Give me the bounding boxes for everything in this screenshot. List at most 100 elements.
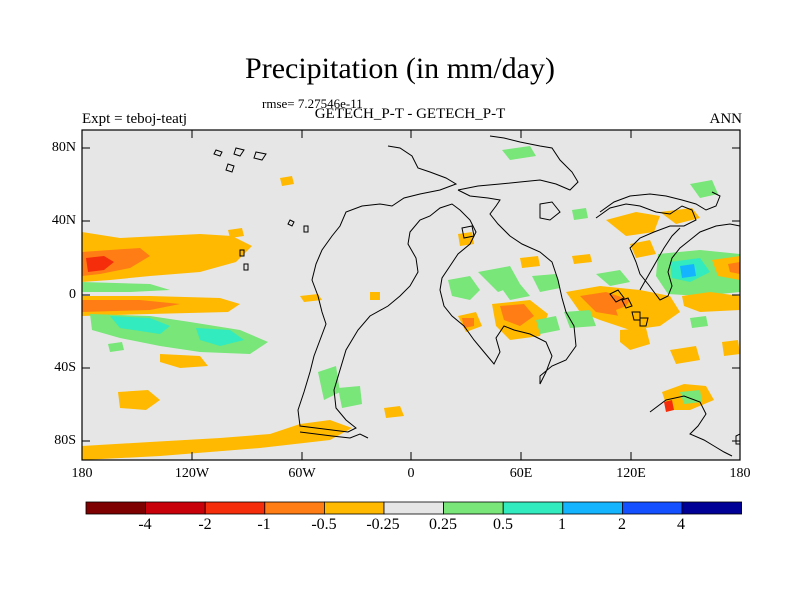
anomaly-region <box>82 232 252 282</box>
colorbar-box <box>204 501 266 515</box>
colorbar-box <box>622 501 683 515</box>
coastline-arctic <box>213 149 223 157</box>
lat-label-80s: 80S <box>54 433 76 448</box>
anomaly-region <box>606 212 660 236</box>
anomaly-region <box>660 208 700 224</box>
coastline-island <box>461 225 475 239</box>
coastline-arctic <box>233 147 245 157</box>
lon-label-180w: 180 <box>71 466 93 481</box>
colorbar-box <box>264 501 325 515</box>
coastline-arctic <box>225 163 235 173</box>
colorbar-box <box>323 501 385 515</box>
colorbar-box <box>443 501 504 515</box>
anomaly-region <box>596 270 630 286</box>
anomaly-region <box>462 318 474 328</box>
experiment-label: Expt = teboj-teatj <box>82 111 188 127</box>
anomaly-region <box>500 304 534 326</box>
colorbar-label: -2 <box>198 516 212 533</box>
lon-label-0: 0 <box>407 466 415 481</box>
anomaly-region <box>572 208 588 220</box>
anomaly-region <box>616 306 632 322</box>
coastline-north <box>457 135 579 191</box>
coastlines <box>213 135 740 457</box>
coastline-island <box>303 225 309 233</box>
anomaly-region <box>370 292 380 300</box>
anomaly-region <box>520 256 540 268</box>
colorbar-box <box>502 501 564 515</box>
anomaly-region <box>228 228 244 238</box>
lon-label-120w: 120W <box>174 466 210 481</box>
anomaly-region <box>448 276 480 300</box>
lat-label-80n: 80N <box>51 140 76 155</box>
lon-tick-marks <box>191 130 632 460</box>
anomaly-region <box>722 340 740 356</box>
precip-anomaly-fields <box>82 146 740 460</box>
anomaly-region <box>458 232 474 246</box>
coastline-asia-north <box>599 191 721 213</box>
anomaly-region <box>532 274 560 292</box>
anomaly-region <box>536 316 560 334</box>
colorbar-box <box>562 501 623 515</box>
plot-title: Precipitation (in mm/day) <box>245 52 555 85</box>
colorbar-label: 0.5 <box>493 516 513 533</box>
anomaly-region <box>572 254 592 264</box>
lon-label-60e: 60E <box>509 466 533 481</box>
lon-label-60w: 60W <box>288 466 316 481</box>
lat-tick-marks <box>82 147 740 442</box>
colorbar-label: -1 <box>257 516 271 533</box>
coastline-asia <box>595 203 740 301</box>
lon-label-120e: 120E <box>616 466 646 481</box>
coastline-island <box>287 219 295 227</box>
anomaly-region <box>620 328 650 350</box>
colorbar-label: 4 <box>677 516 685 533</box>
anomaly-region <box>86 256 114 272</box>
anomaly-region <box>196 328 244 346</box>
anomaly-region <box>300 294 322 302</box>
anomaly-region <box>384 406 404 418</box>
anomaly-region <box>110 316 170 334</box>
colorbar-box <box>383 501 444 515</box>
colorbar-label: -4 <box>138 516 152 533</box>
anomaly-region <box>664 400 674 412</box>
anomaly-region <box>118 390 160 410</box>
anomaly-region <box>682 292 740 312</box>
lat-label-0: 0 <box>69 287 76 302</box>
rmse-label: rmse= 7.27546e-11 <box>262 96 363 111</box>
coastline-island <box>639 317 649 327</box>
anomaly-region <box>82 420 352 460</box>
colorbar-box <box>85 501 146 515</box>
coastline-island <box>243 263 249 271</box>
anomaly-region <box>82 282 170 292</box>
coastline-island <box>609 289 625 303</box>
plot-subtitle: GETECH_P-T - GETECH_P-T <box>314 106 506 122</box>
anomaly-region <box>82 300 180 312</box>
colorbar <box>85 501 742 515</box>
anomaly-region <box>108 342 124 352</box>
anomaly-region <box>502 146 536 160</box>
anomaly-region <box>630 240 656 258</box>
colorbar-box <box>145 501 206 515</box>
anomaly-region <box>338 386 362 408</box>
coastline-island <box>239 249 245 257</box>
anomaly-region <box>670 346 700 364</box>
colorbar-label: -0.5 <box>311 516 337 533</box>
coastline-antarctic <box>299 431 369 439</box>
coastline-australia <box>649 395 733 457</box>
coastline-east-arc <box>639 227 681 291</box>
colorbar-label: -0.25 <box>366 516 400 533</box>
colorbar-box <box>681 501 742 515</box>
anomaly-region <box>690 180 718 198</box>
anomaly-region <box>728 262 740 274</box>
lon-label-180e: 180 <box>729 466 751 481</box>
coastline-island <box>539 201 561 221</box>
colorbar-label: 1 <box>558 516 566 533</box>
colorbar-label: 0.25 <box>429 516 457 533</box>
lat-label-40s: 40S <box>54 360 76 375</box>
anomaly-region <box>160 354 208 368</box>
lat-label-40n: 40N <box>51 213 76 228</box>
coastline-island <box>621 297 633 309</box>
anomaly-region <box>690 316 708 328</box>
coastline-arctic <box>253 151 267 161</box>
colorbar-label: 2 <box>618 516 626 533</box>
